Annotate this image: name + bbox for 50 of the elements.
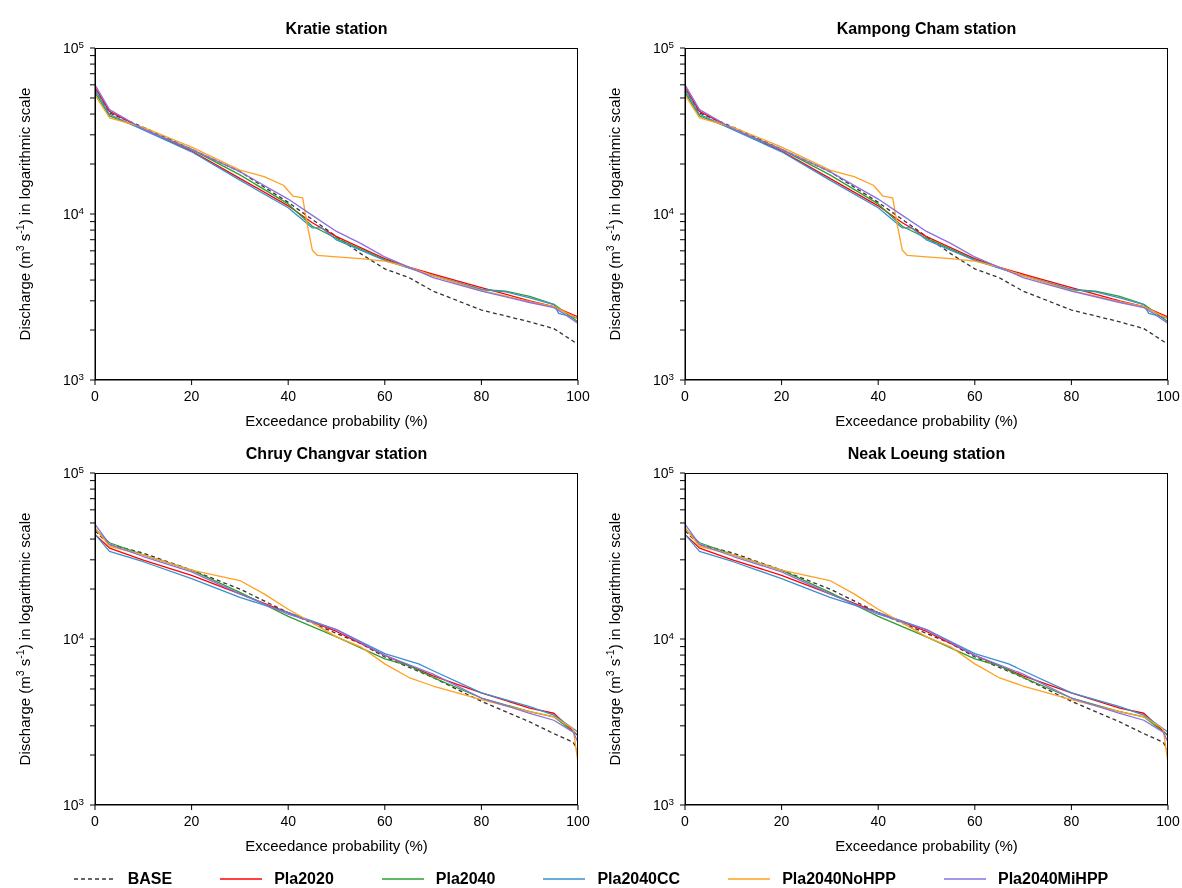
y-tick-label: 10$^{3}$	[652, 795, 675, 813]
x-tick-label: 100	[1156, 813, 1180, 829]
x-tick-label: 60	[967, 388, 983, 404]
legend-label: Pla2040NoHPP	[782, 870, 896, 888]
x-tick-label: 60	[377, 388, 393, 404]
x-tick-label: 80	[473, 813, 490, 829]
legend-label: Pla2040	[435, 870, 496, 888]
x-tick-label: 100	[566, 813, 590, 829]
legend-label: Pla2040CC	[597, 870, 681, 888]
x-tick-label: 100	[1156, 388, 1180, 404]
x-axis-title: Exceedance probability (%)	[835, 837, 1018, 854]
x-tick-label: 60	[377, 813, 393, 829]
legend-label: Pla2020	[274, 870, 334, 888]
x-tick-label: 0	[91, 813, 100, 829]
x-axis-title: Exceedance probability (%)	[835, 412, 1018, 429]
chart-title: Neak Loeung station	[846, 445, 1007, 463]
x-tick-label: 20	[773, 388, 790, 404]
x-tick-label: 40	[870, 813, 887, 829]
x-tick-label: 40	[280, 813, 297, 829]
x-tick-label: 0	[681, 813, 690, 829]
y-tick-label: 10$^{4}$	[62, 204, 85, 222]
y-tick-label: 10$^{3}$	[652, 370, 675, 388]
chart-title: Kratie station	[284, 20, 389, 38]
y-tick-label: 10$^{5}$	[652, 38, 675, 56]
x-tick-label: 0	[91, 388, 100, 404]
x-tick-label: 20	[183, 388, 200, 404]
legend-label: Pla2040MiHPP	[997, 870, 1109, 888]
legend-label: BASE	[127, 870, 173, 888]
x-tick-label: 80	[1063, 388, 1080, 404]
y-tick-label: 10$^{3}$	[62, 795, 85, 813]
y-tick-label: 10$^{5}$	[62, 463, 85, 481]
y-tick-label: 10$^{4}$	[62, 629, 85, 647]
y-tick-label: 10$^{5}$	[62, 38, 85, 56]
y-tick-label: 10$^{3}$	[62, 370, 85, 388]
x-tick-label: 60	[967, 813, 983, 829]
chart-title: Chruy Changvar station	[244, 445, 429, 463]
x-tick-label: 20	[183, 813, 200, 829]
x-tick-label: 80	[473, 388, 490, 404]
x-tick-label: 20	[773, 813, 790, 829]
x-tick-label: 100	[566, 388, 590, 404]
x-tick-label: 0	[681, 388, 690, 404]
y-tick-label: 10$^{4}$	[652, 204, 675, 222]
chart-title: Kampong Cham station	[835, 20, 1018, 38]
y-tick-label: 10$^{5}$	[652, 463, 675, 481]
x-tick-label: 40	[280, 388, 297, 404]
y-tick-label: 10$^{4}$	[652, 629, 675, 647]
x-tick-label: 40	[870, 388, 887, 404]
x-axis-title: Exceedance probability (%)	[245, 412, 428, 429]
x-tick-label: 80	[1063, 813, 1080, 829]
x-axis-title: Exceedance probability (%)	[245, 837, 428, 854]
